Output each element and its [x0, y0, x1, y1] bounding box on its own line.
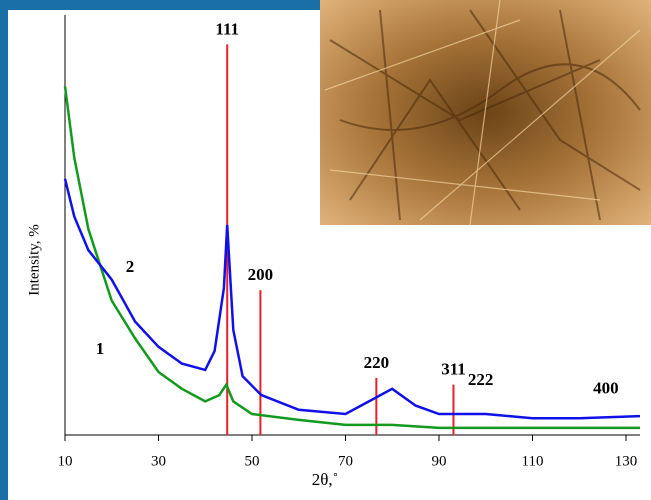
frame-left — [0, 0, 8, 500]
x-tick-label: 130 — [615, 453, 638, 469]
x-tick-label: 50 — [244, 453, 259, 469]
y-axis-title: Intensity, % — [26, 224, 42, 296]
series-line — [63, 178, 641, 420]
micrograph-inset — [320, 0, 651, 226]
reflection-label: 111 — [215, 19, 239, 38]
x-tick-label: 90 — [431, 453, 446, 469]
reflection-label: 220 — [364, 353, 390, 372]
reflection-label: 400 — [593, 378, 619, 397]
x-tick-label: 30 — [151, 453, 166, 469]
reflection-label: 200 — [248, 265, 274, 284]
x-tick-label: 110 — [522, 453, 544, 469]
series-label: 1 — [96, 339, 105, 358]
series-label: 2 — [126, 257, 135, 276]
x-tick-label: 10 — [58, 453, 73, 469]
reflection-label: 311 — [441, 360, 466, 379]
reflection-label: 222 — [468, 370, 494, 389]
x-tick-label: 70 — [338, 453, 353, 469]
series-line — [63, 86, 640, 430]
x-axis-title: 2θ,˚ — [312, 470, 339, 489]
frame-top — [0, 0, 320, 10]
